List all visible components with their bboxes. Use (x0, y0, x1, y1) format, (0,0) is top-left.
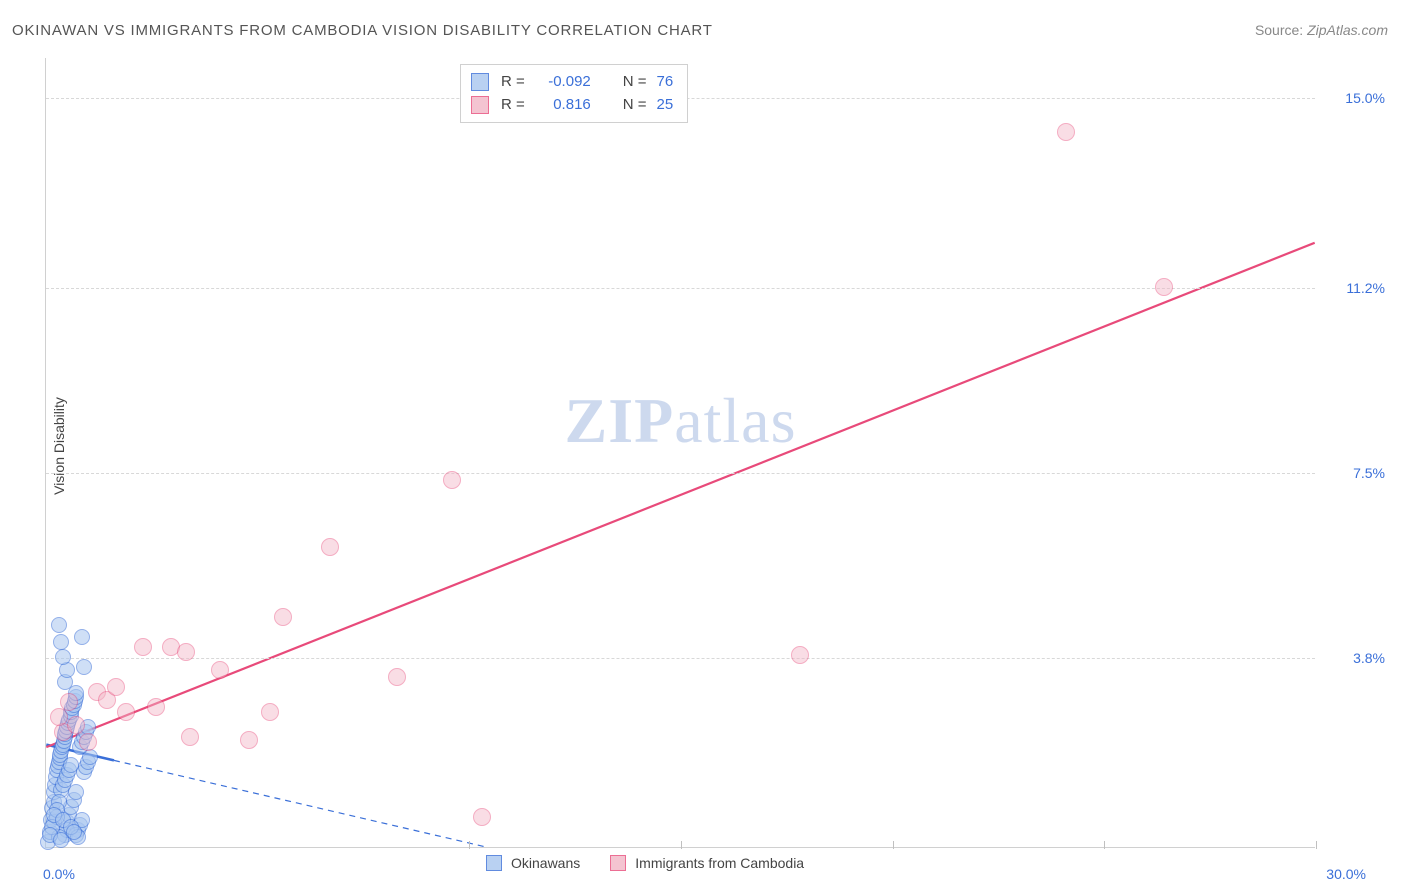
y-tick-label: 11.2% (1325, 280, 1385, 296)
source-prefix: Source: (1255, 22, 1307, 38)
data-point (1057, 123, 1075, 141)
gridline (46, 288, 1315, 289)
data-point (1155, 278, 1173, 296)
n-label: N = (623, 71, 647, 94)
data-point (74, 629, 90, 645)
legend-label: Immigrants from Cambodia (635, 855, 804, 871)
x-tick (1316, 841, 1317, 849)
data-point (388, 668, 406, 686)
data-point (240, 731, 258, 749)
data-point (76, 659, 92, 675)
r-label: R = (501, 71, 525, 94)
scatter-plot: ZIPatlas OkinawansImmigrants from Cambod… (45, 58, 1315, 848)
y-tick-label: 3.8% (1325, 650, 1385, 666)
data-point (473, 808, 491, 826)
legend-swatch (610, 855, 626, 871)
data-point (107, 678, 125, 696)
data-point (134, 638, 152, 656)
x-axis-max-label: 30.0% (1326, 866, 1366, 882)
watermark-atlas: atlas (674, 385, 796, 456)
data-point (53, 634, 69, 650)
data-point (177, 643, 195, 661)
n-label: N = (623, 94, 647, 117)
x-axis-min-label: 0.0% (43, 866, 75, 882)
source-link[interactable]: ZipAtlas.com (1307, 22, 1388, 38)
data-point (321, 538, 339, 556)
chart-title: OKINAWAN VS IMMIGRANTS FROM CAMBODIA VIS… (12, 22, 713, 39)
x-tick (469, 841, 470, 849)
data-point (51, 617, 67, 633)
watermark-zip: ZIP (565, 385, 675, 456)
y-tick-label: 15.0% (1325, 90, 1385, 106)
data-point (79, 733, 97, 751)
data-point (147, 698, 165, 716)
legend-stats-box: R = -0.092 N = 76 R = 0.816 N = 25 (460, 64, 688, 123)
r-label: R = (501, 94, 525, 117)
data-point (67, 716, 85, 734)
data-point (55, 649, 71, 665)
r-value: 0.816 (535, 94, 591, 117)
data-point (261, 703, 279, 721)
gridline (46, 658, 1315, 659)
source-attribution: Source: ZipAtlas.com (1255, 22, 1388, 38)
data-point (50, 708, 68, 726)
x-tick (893, 841, 894, 849)
n-value: 25 (657, 94, 674, 117)
watermark: ZIPatlas (565, 384, 797, 458)
legend-swatch (486, 855, 502, 871)
legend-swatch (471, 73, 489, 91)
regression-lines-layer (46, 58, 1315, 847)
legend-swatch (471, 96, 489, 114)
data-point (443, 471, 461, 489)
data-point (63, 757, 79, 773)
r-value: -0.092 (535, 71, 591, 94)
legend-label: Okinawans (511, 855, 580, 871)
legend-bottom: Okinawans Immigrants from Cambodia (486, 855, 804, 871)
legend-stat-row: R = 0.816 N = 25 (471, 94, 673, 117)
legend-item: Immigrants from Cambodia (610, 855, 804, 871)
data-point (791, 646, 809, 664)
gridline (46, 473, 1315, 474)
data-point (211, 661, 229, 679)
n-value: 76 (657, 71, 674, 94)
legend-stat-row: R = -0.092 N = 76 (471, 71, 673, 94)
y-tick-label: 7.5% (1325, 465, 1385, 481)
data-point (274, 608, 292, 626)
x-tick (1104, 841, 1105, 849)
x-tick (681, 841, 682, 849)
data-point (66, 824, 82, 840)
legend-item: Okinawans (486, 855, 580, 871)
data-point (181, 728, 199, 746)
data-point (117, 703, 135, 721)
